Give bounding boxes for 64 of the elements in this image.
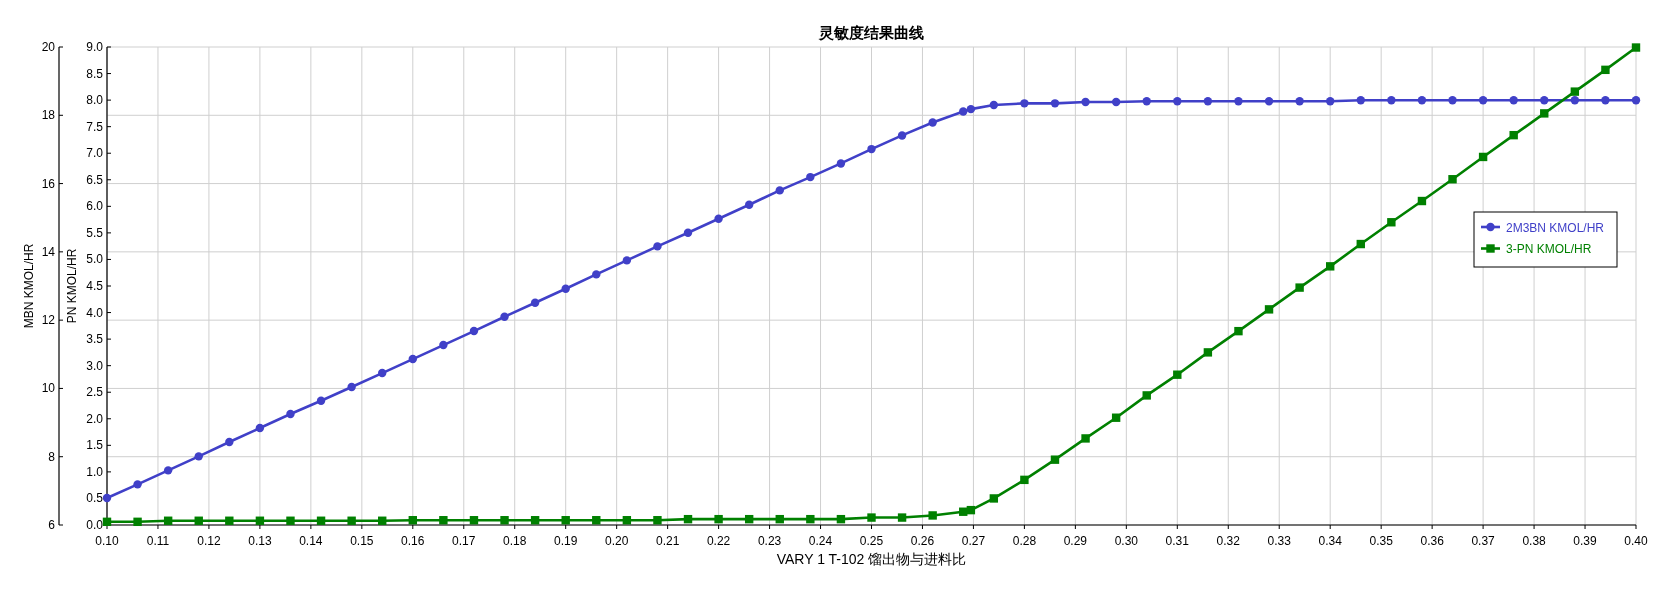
x-tick-label: 0.35 xyxy=(1369,534,1394,548)
y2label: PN KMOL/HR xyxy=(65,248,79,324)
y2-tick-label: 2.0 xyxy=(86,411,104,426)
ylabel: MBN KMOL/HR xyxy=(22,243,36,329)
x-tick-label: 0.24 xyxy=(808,534,833,548)
y2-tick-label: 8.0 xyxy=(86,93,104,108)
x-tick-label: 0.28 xyxy=(1012,534,1037,548)
y2-tick-label: 7.5 xyxy=(86,119,104,134)
xlabel: VARY 1 T-102 馏出物与进料比 xyxy=(776,551,967,567)
x-tick-label: 0.40 xyxy=(1624,534,1648,548)
x-tick-label: 0.39 xyxy=(1573,534,1598,548)
y2-tick-label: 7.0 xyxy=(86,146,104,161)
y2-tick-label: 0.5 xyxy=(86,491,104,506)
x-tick-label: 0.15 xyxy=(350,534,374,548)
y2-tick-label: 4.0 xyxy=(86,305,104,320)
y-tick-label: 14 xyxy=(41,244,56,259)
y-tick-label: 6 xyxy=(48,518,56,532)
y2-tick-label: 6.5 xyxy=(86,172,104,187)
x-tick-label: 0.38 xyxy=(1522,534,1547,548)
x-tick-label: 0.26 xyxy=(910,534,935,548)
x-tick-label: 0.25 xyxy=(859,534,884,548)
x-tick-label: 0.17 xyxy=(452,534,476,548)
x-tick-label: 0.16 xyxy=(401,534,425,548)
x-tick-label: 0.34 xyxy=(1318,534,1343,548)
x-tick-label: 0.21 xyxy=(655,534,680,548)
x-tick-label: 0.10 xyxy=(95,534,119,548)
x-tick-label: 0.18 xyxy=(503,534,527,548)
x-tick-label: 0.14 xyxy=(299,534,323,548)
legend-label: 2M3BN KMOL/HR xyxy=(1506,220,1605,235)
x-tick-label: 0.13 xyxy=(248,534,272,548)
y-tick-label: 10 xyxy=(41,381,56,396)
y2-tick-label: 4.5 xyxy=(86,279,104,293)
y2-tick-label: 1.5 xyxy=(86,438,104,453)
y2-tick-label: 3.5 xyxy=(86,332,104,347)
y-tick-label: 20 xyxy=(41,40,56,54)
y-tick-label: 16 xyxy=(41,176,56,191)
x-tick-label: 0.30 xyxy=(1114,534,1139,548)
y-tick-label: 8 xyxy=(48,449,56,464)
y2-tick-label: 5.5 xyxy=(86,225,104,240)
title: 灵敏度结果曲线 xyxy=(819,24,924,41)
x-tick-label: 0.36 xyxy=(1420,534,1445,548)
x-tick-label: 0.27 xyxy=(961,534,986,548)
x-tick-label: 0.20 xyxy=(604,534,629,548)
x-tick-label: 0.37 xyxy=(1471,534,1496,548)
x-tick-label: 0.11 xyxy=(146,534,170,548)
y2-tick-label: 3.0 xyxy=(86,358,104,373)
x-tick-label: 0.32 xyxy=(1216,534,1241,548)
y2-tick-label: 8.5 xyxy=(86,66,104,81)
x-tick-label: 0.29 xyxy=(1063,534,1088,548)
y-tick-label: 12 xyxy=(41,313,56,328)
y2-tick-label: 0.0 xyxy=(86,518,104,532)
x-tick-label: 0.23 xyxy=(757,534,782,548)
y2-tick-label: 6.0 xyxy=(86,199,104,214)
y2-tick-label: 1.0 xyxy=(86,464,104,479)
x-tick-label: 0.31 xyxy=(1165,534,1190,548)
x-tick-label: 0.22 xyxy=(706,534,731,548)
y2-tick-label: 2.5 xyxy=(86,385,104,400)
x-tick-label: 0.19 xyxy=(554,534,578,548)
y2-tick-label: 9.0 xyxy=(86,40,104,54)
x-tick-label: 0.12 xyxy=(197,534,221,548)
x-tick-label: 0.33 xyxy=(1267,534,1292,548)
y2-tick-label: 5.0 xyxy=(86,252,104,267)
y-tick-label: 18 xyxy=(41,108,56,123)
legend-label: 3-PN KMOL/HR xyxy=(1506,242,1592,256)
